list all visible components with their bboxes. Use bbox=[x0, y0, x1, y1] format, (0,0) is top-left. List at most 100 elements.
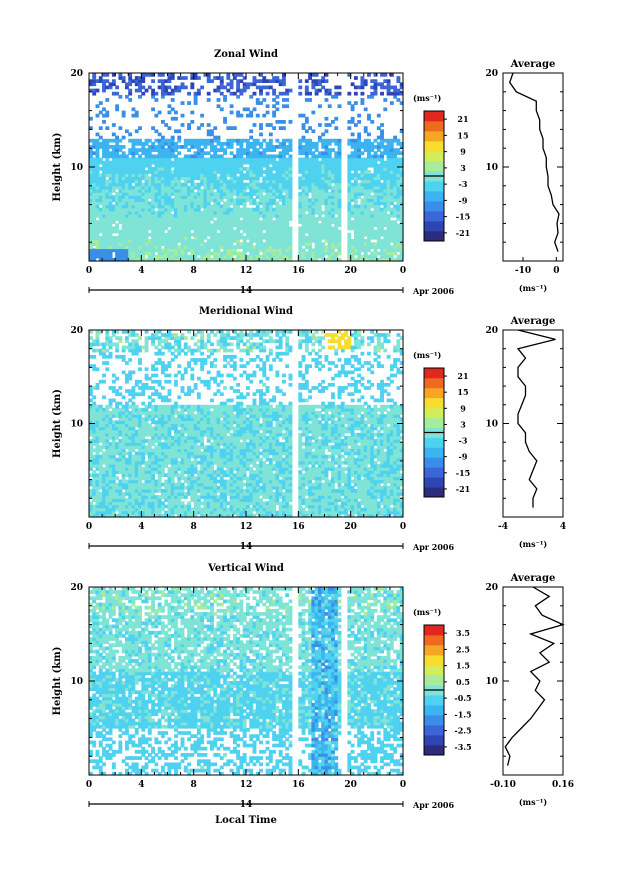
heatmap-cell bbox=[360, 98, 364, 102]
heatmap-cell bbox=[118, 336, 122, 340]
x-tick-label: 0 bbox=[86, 266, 92, 276]
heatmap-cell bbox=[282, 120, 286, 124]
colorbar-tick-label: -15 bbox=[456, 212, 470, 222]
heatmap-cell bbox=[367, 114, 371, 118]
heatmap-cell bbox=[325, 79, 329, 83]
heatmap-cell bbox=[220, 76, 224, 80]
heatmap-cell bbox=[190, 82, 194, 86]
heatmap-cell bbox=[351, 117, 355, 121]
heatmap-cell bbox=[115, 104, 119, 108]
x-tick-label: 0 bbox=[400, 266, 406, 276]
heatmap-cell bbox=[357, 120, 361, 124]
heatmap-cell bbox=[92, 355, 96, 359]
heatmap-cell bbox=[223, 95, 227, 99]
profile-x-tick-label: -10 bbox=[515, 266, 531, 276]
colorbar-segment bbox=[424, 181, 444, 191]
heatmap-cell bbox=[318, 123, 322, 127]
heatmap-cell bbox=[230, 104, 234, 108]
heatmap-cell bbox=[383, 73, 387, 77]
heatmap-cell bbox=[151, 399, 155, 403]
heatmap-cell bbox=[112, 123, 116, 127]
heatmap-cell bbox=[128, 73, 132, 77]
heatmap-cell bbox=[305, 117, 309, 121]
heatmap-cell bbox=[269, 133, 273, 137]
heatmap-cell bbox=[253, 107, 257, 111]
heatmap-cell bbox=[311, 111, 315, 115]
heatmap-cell bbox=[151, 107, 155, 111]
heatmap-cell bbox=[383, 98, 387, 102]
heatmap-cell bbox=[354, 92, 358, 96]
heatmap-cell bbox=[200, 123, 204, 127]
heatmap-cell bbox=[226, 73, 230, 77]
heatmap-cell bbox=[135, 111, 139, 115]
heatmap-cell bbox=[207, 73, 211, 77]
heatmap-cell bbox=[311, 129, 315, 133]
heatmap-cell bbox=[168, 126, 172, 130]
heatmap-cell bbox=[118, 386, 122, 390]
profile-unit: (ms⁻¹) bbox=[519, 283, 547, 293]
heatmap-cell bbox=[161, 352, 165, 356]
colorbar-tick-label: 15 bbox=[457, 130, 468, 140]
heatmap-cell bbox=[174, 111, 178, 115]
heatmap-cell bbox=[105, 98, 109, 102]
colorbar-tick-label: -3 bbox=[459, 179, 468, 189]
heatmap-cell bbox=[272, 126, 276, 130]
heatmap-cell bbox=[122, 111, 126, 115]
heatmap-cell bbox=[266, 92, 270, 96]
heatmap-cell bbox=[239, 114, 243, 118]
heatmap-cell bbox=[177, 129, 181, 133]
profile-frame bbox=[503, 73, 563, 261]
colorbar-segment bbox=[424, 141, 444, 151]
heatmap-cell bbox=[328, 89, 332, 93]
heatmap-cell bbox=[315, 73, 319, 77]
heatmap-cell bbox=[102, 120, 106, 124]
heatmap-cell bbox=[357, 133, 361, 137]
colorbar-tick-label: -9 bbox=[459, 195, 468, 205]
heatmap-cell bbox=[177, 151, 181, 155]
heatmap-cell bbox=[272, 89, 276, 93]
heatmap-cell bbox=[289, 227, 293, 231]
heatmap-cell bbox=[285, 104, 289, 108]
colorbar-segment bbox=[424, 201, 444, 211]
heatmap-cell bbox=[253, 123, 257, 127]
heatmap-cell bbox=[305, 86, 309, 90]
heatmap-cell bbox=[138, 336, 142, 340]
heatmap-cell bbox=[217, 136, 221, 140]
heatmap-cell bbox=[262, 98, 266, 102]
heatmap-cell bbox=[115, 86, 119, 90]
heatmap-cell bbox=[96, 367, 100, 371]
heatmap-cell bbox=[154, 367, 158, 371]
heatmap-cell bbox=[217, 98, 221, 102]
heatmap-cell bbox=[380, 129, 384, 133]
heatmap-cell bbox=[354, 76, 358, 80]
heatmap-cell bbox=[380, 123, 384, 127]
colorbar-tick-label: 3 bbox=[460, 163, 466, 173]
heatmap-cell bbox=[390, 73, 394, 77]
heatmap-cell bbox=[105, 126, 109, 130]
x-tick-label: 12 bbox=[240, 266, 253, 276]
heatmap-cell bbox=[200, 114, 204, 118]
heatmap-cell bbox=[138, 367, 142, 371]
heatmap-cell bbox=[105, 361, 109, 365]
heatmap-cell bbox=[207, 98, 211, 102]
heatmap-cell bbox=[338, 92, 342, 96]
heatmap-cell bbox=[138, 358, 142, 362]
heatmap-cell bbox=[253, 92, 257, 96]
profile-title: Average bbox=[510, 59, 556, 70]
heatmap-cell bbox=[118, 95, 122, 99]
y-axis-label: Height (km) bbox=[52, 133, 63, 202]
heatmap-cell bbox=[154, 374, 158, 378]
heatmap-cell bbox=[347, 233, 351, 237]
heatmap-cell bbox=[89, 117, 93, 121]
heatmap-cell bbox=[154, 98, 158, 102]
heatmap-cell bbox=[325, 117, 329, 121]
y-tick-label: 20 bbox=[70, 69, 83, 79]
heatmap-cell bbox=[308, 98, 312, 102]
colorbar-segment bbox=[424, 111, 444, 121]
heatmap-cell bbox=[334, 126, 338, 130]
heatmap-cell bbox=[387, 79, 391, 83]
profile-y-tick-label: 10 bbox=[485, 163, 498, 173]
heatmap-cell bbox=[168, 374, 172, 378]
colorbar-segment bbox=[424, 191, 444, 201]
